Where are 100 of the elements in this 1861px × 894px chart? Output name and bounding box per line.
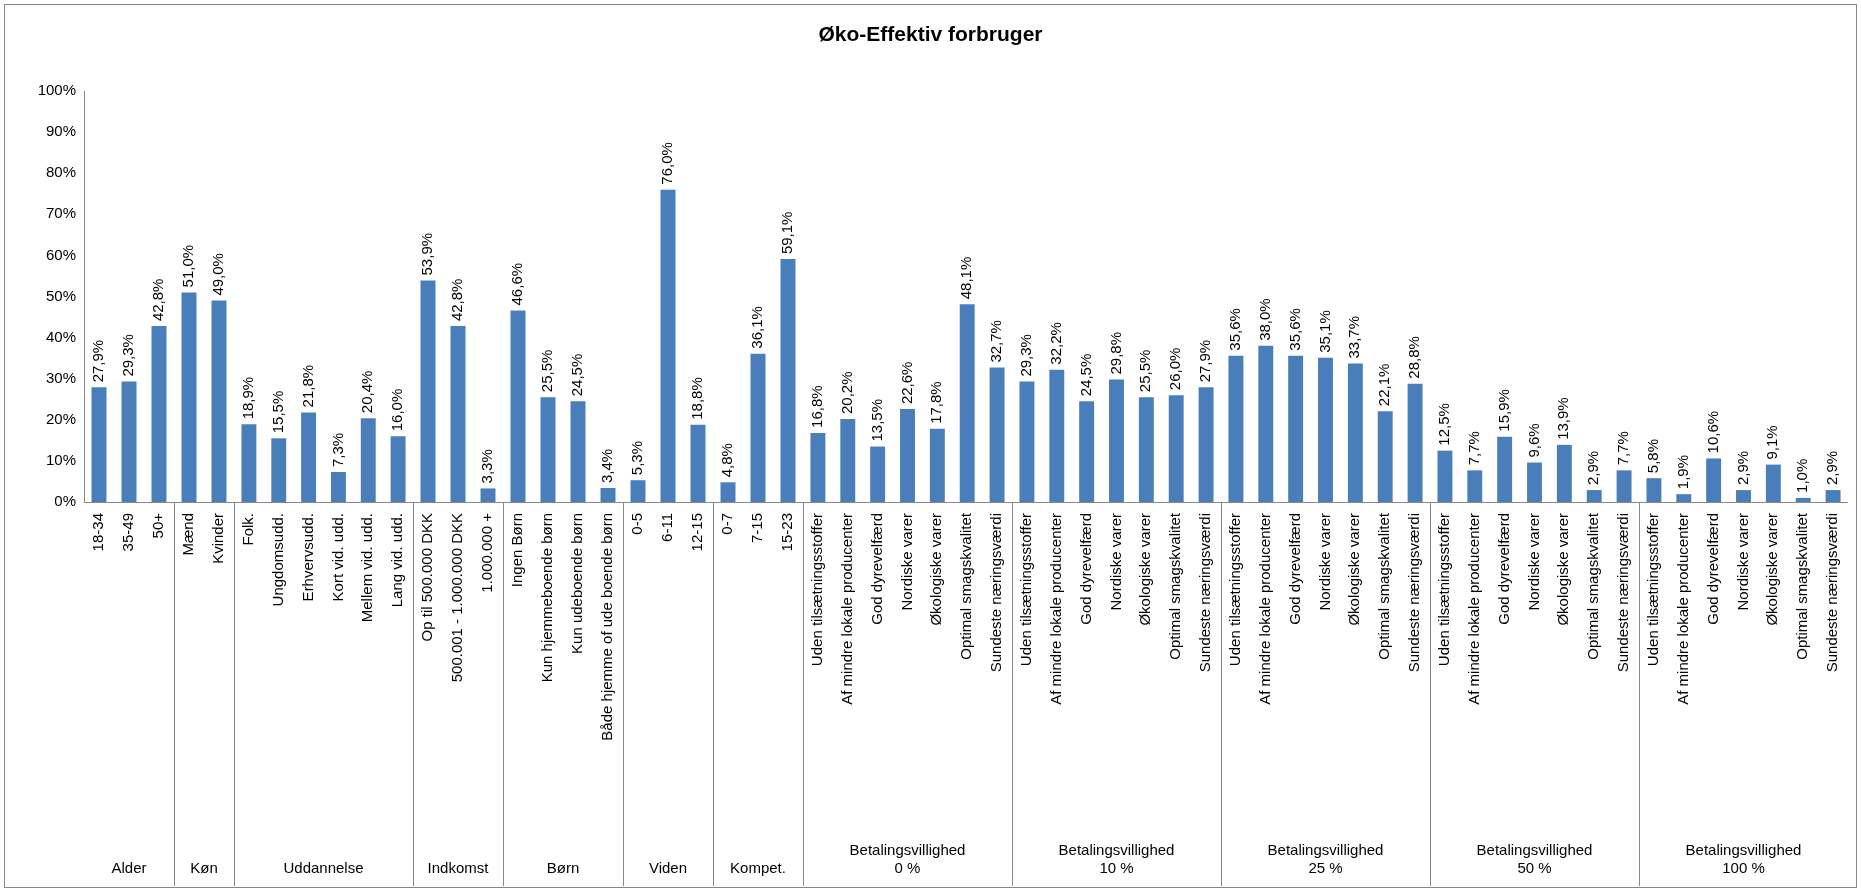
y-tick-label: 80% <box>45 163 76 181</box>
data-label: 32,7% <box>987 320 1005 363</box>
x-tick-label: Folk. <box>239 513 257 546</box>
data-label: 59,1% <box>778 211 796 255</box>
x-tick-label: Nordiske varer <box>897 513 915 611</box>
bar <box>1049 369 1065 502</box>
x-tick-label: Sundeste næringsværdi <box>1196 513 1214 673</box>
data-label: 51,0% <box>179 244 197 288</box>
x-tick-label: Ungdomsudd. <box>268 513 286 607</box>
data-label: 4,8% <box>718 443 736 478</box>
data-label: 42,8% <box>149 278 167 322</box>
bar <box>1168 395 1184 502</box>
bar <box>1467 470 1483 502</box>
data-label: 13,9% <box>1554 397 1572 440</box>
data-label: 36,1% <box>748 306 766 349</box>
x-tick-label: Optimal smagskvalitet <box>957 512 975 660</box>
x-tick-label: 0-7 <box>718 513 736 535</box>
bar <box>810 432 826 502</box>
bar <box>330 472 346 502</box>
data-label: 15,9% <box>1494 389 1512 432</box>
bar <box>151 326 167 502</box>
x-axis-title: Viden <box>648 859 688 877</box>
bar <box>1586 490 1602 502</box>
x-tick-label: Sundeste næringsværdi <box>1823 513 1841 673</box>
x-axis-title: Uddannelse <box>283 859 364 877</box>
data-label: 25,5% <box>538 349 556 393</box>
x-tick-label: Uden tilsætningsstoffer <box>1435 513 1453 667</box>
y-tick-label: 100% <box>37 81 76 99</box>
x-axis-title: Alder <box>111 859 147 877</box>
x-tick-label: Uden tilsætningsstoffer <box>808 513 826 667</box>
x-tick-label: Af mindre lokale producenter <box>1046 513 1064 705</box>
x-tick-label: Økologiske varer <box>1136 513 1154 626</box>
bar <box>390 436 406 502</box>
bar <box>1616 470 1632 502</box>
bar <box>570 401 586 502</box>
data-label: 18,9% <box>239 376 257 420</box>
x-tick-label: 50+ <box>149 512 167 539</box>
data-label: 5,8% <box>1644 438 1662 474</box>
data-label: 24,5% <box>568 353 586 397</box>
x-tick-label: Økologiske varer <box>927 513 945 626</box>
x-tick-label: 1.000.000 + <box>478 512 496 593</box>
x-tick-label: 500.001 - 1.000.000 DKK <box>448 513 466 683</box>
y-tick-label: 40% <box>45 327 76 345</box>
bar <box>1318 357 1333 502</box>
data-label: 9,1% <box>1763 425 1781 460</box>
bar <box>1497 436 1513 502</box>
data-label: 46,6% <box>508 262 526 306</box>
x-tick-label: Uden tilsætningsstoffer <box>1017 513 1035 667</box>
x-tick-label: Økologiske varer <box>1763 513 1781 626</box>
bar <box>1198 387 1214 502</box>
bar <box>121 381 137 502</box>
y-tick-label: 10% <box>45 451 76 469</box>
data-label: 13,5% <box>867 398 885 442</box>
x-tick-label: God dyrevelfærd <box>1703 513 1721 625</box>
data-label: 5,3% <box>628 441 646 476</box>
x-tick-label: Sundeste næringsværdi <box>1614 513 1632 673</box>
x-tick-label: Nordiske varer <box>1524 513 1542 611</box>
x-axis-title: Kompet. <box>730 859 786 877</box>
x-tick-label: Op til 500.000 DKK <box>418 513 436 642</box>
x-tick-label: Kvinder <box>209 513 227 564</box>
bar <box>360 418 376 502</box>
bar <box>1228 355 1244 502</box>
x-tick-label: Optimal smagskvalitet <box>1793 512 1811 660</box>
x-axis-title: Betalingsvillighed 100 % <box>1685 841 1802 877</box>
bar <box>840 418 856 502</box>
x-axis-title: Betalingsvillighed 0 % <box>849 841 966 877</box>
x-tick-label: God dyrevelfærd <box>867 513 885 625</box>
data-label: 20,4% <box>358 370 376 414</box>
x-tick-label: Af mindre lokale producenter <box>1464 513 1482 705</box>
x-tick-label: Sundeste næringsværdi <box>1405 513 1423 673</box>
x-tick-label: Optimal smagskvalitet <box>1584 512 1602 660</box>
bar <box>929 428 945 502</box>
x-tick-label: Nordiske varer <box>1315 513 1333 611</box>
x-tick-label: Mellem vid. udd. <box>358 513 376 623</box>
data-label: 35,6% <box>1285 308 1303 351</box>
data-label: 29,3% <box>119 334 137 377</box>
data-label: 7,7% <box>1614 431 1632 466</box>
y-tick-label: 20% <box>45 409 76 427</box>
data-label: 33,7% <box>1345 315 1363 359</box>
data-label: 22,1% <box>1375 363 1393 407</box>
data-label: 49,0% <box>209 253 227 296</box>
data-label: 38,0% <box>1255 298 1273 341</box>
data-label: 32,2% <box>1046 322 1064 365</box>
data-label: 76,0% <box>658 142 676 185</box>
data-label: 3,3% <box>478 449 496 484</box>
y-tick-label: 50% <box>45 286 76 304</box>
data-label: 22,6% <box>897 361 915 405</box>
data-label: 18,8% <box>688 377 706 420</box>
bar <box>1706 458 1722 502</box>
data-label: 53,9% <box>418 232 436 276</box>
x-tick-label: Både hjemme of ude boende børn <box>598 513 616 741</box>
data-label: 20,2% <box>837 371 855 414</box>
bar <box>1109 379 1124 502</box>
data-label: 24,5% <box>1076 353 1094 397</box>
bar <box>91 387 107 502</box>
data-label: 3,4% <box>598 448 616 484</box>
bar <box>600 488 616 502</box>
x-tick-label: Af mindre lokale producenter <box>1255 513 1273 705</box>
data-label: 12,5% <box>1435 403 1453 446</box>
bar <box>1556 444 1572 502</box>
